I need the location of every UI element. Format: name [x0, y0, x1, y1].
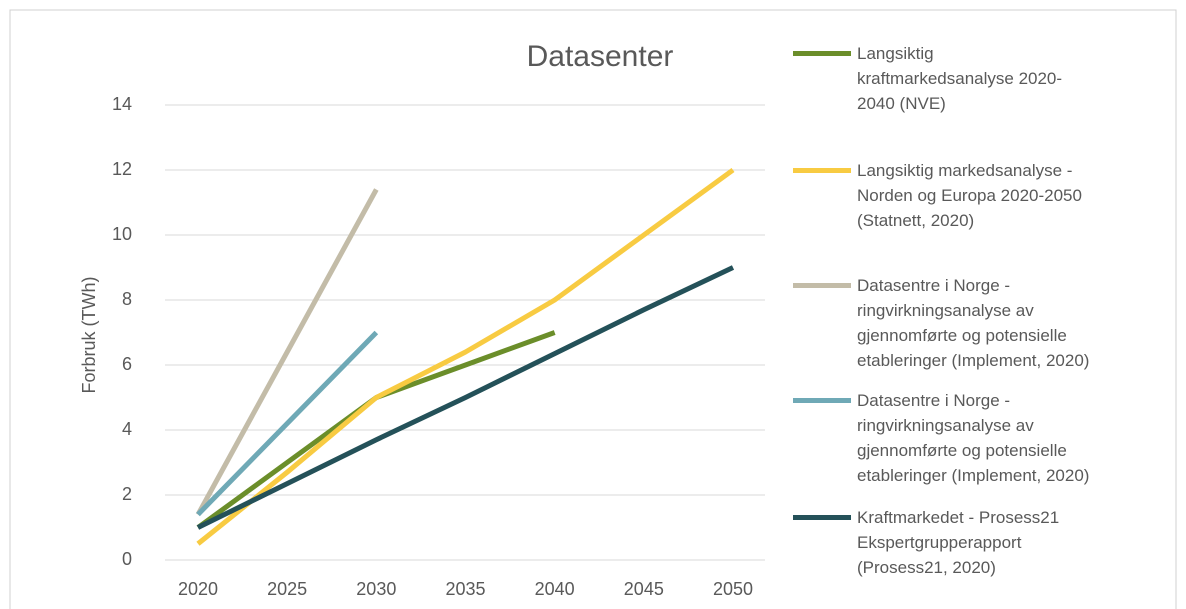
x-tick-label: 2045 [624, 579, 664, 599]
legend-swatch [793, 51, 851, 56]
series-line [196, 265, 735, 530]
legend-item: Datasentre i Norge - ringvirkningsanalys… [793, 273, 1093, 373]
legend-label: Datasentre i Norge - ringvirkningsanalys… [857, 391, 1090, 485]
x-tick-label: 2020 [178, 579, 218, 599]
x-tick-label: 2050 [713, 579, 753, 599]
series-line [196, 167, 735, 546]
legend-label: Langsiktig kraftmarkedsanalyse 2020-2040… [857, 44, 1063, 113]
legend-item: Datasentre i Norge - ringvirkningsanalys… [793, 388, 1093, 488]
y-tick-label: 2 [122, 484, 132, 504]
y-tick-label: 4 [122, 419, 132, 439]
x-tick-label: 2025 [267, 579, 307, 599]
y-axis-label: Forbruk (TWh) [79, 277, 99, 394]
legend-label: Datasentre i Norge - ringvirkningsanalys… [857, 276, 1090, 370]
x-tick-label: 2035 [445, 579, 485, 599]
legend-swatch [793, 283, 851, 288]
legend-label: Kraftmarkedet - Prosess21 Ekspertgrupper… [857, 508, 1060, 577]
y-tick-label: 12 [112, 159, 132, 179]
y-tick-label: 6 [122, 354, 132, 374]
legend-item: Langsiktig kraftmarkedsanalyse 2020-2040… [793, 41, 1093, 116]
chart-title: Datasenter [527, 40, 674, 73]
legend-swatch [793, 398, 851, 403]
legend-item: Kraftmarkedet - Prosess21 Ekspertgrupper… [793, 505, 1093, 580]
series-line [195, 188, 379, 516]
y-tick-label: 10 [112, 224, 132, 244]
legend-swatch [793, 168, 851, 173]
x-tick-label: 2040 [535, 579, 575, 599]
legend-swatch [793, 515, 851, 520]
y-tick-label: 0 [122, 549, 132, 569]
legend-label: Langsiktig markedsanalyse - Norden og Eu… [857, 161, 1082, 230]
y-tick-label: 8 [122, 289, 132, 309]
legend-item: Langsiktig markedsanalyse - Norden og Eu… [793, 158, 1093, 233]
series-line [196, 330, 379, 517]
x-tick-label: 2030 [356, 579, 396, 599]
y-tick-label: 14 [112, 94, 132, 114]
